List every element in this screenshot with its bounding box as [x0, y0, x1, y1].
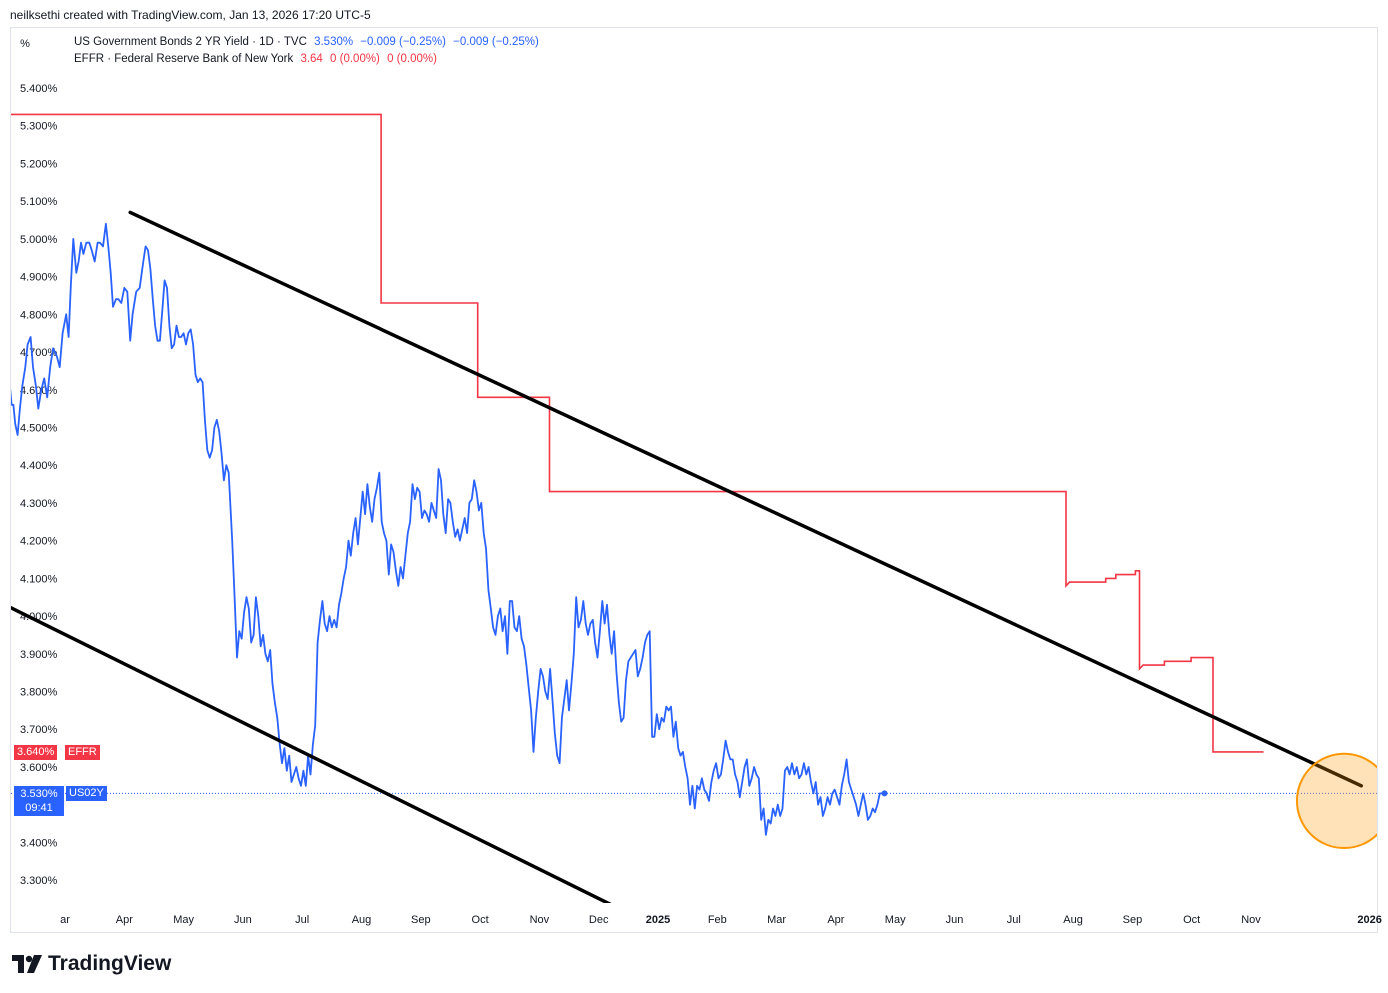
x-tick-label: Dec — [589, 914, 609, 926]
y-tick-label: 5.200% — [20, 158, 58, 170]
y-tick-label: 3.600% — [20, 762, 58, 774]
x-tick-label: Oct — [472, 914, 489, 926]
x-tick-label: Oct — [1183, 914, 1200, 926]
us02y-series-line[interactable] — [9, 222, 885, 836]
y-tick-label: 3.300% — [20, 875, 58, 887]
y-tick-label: 5.100% — [20, 196, 58, 208]
upper-trendline[interactable] — [128, 210, 1364, 788]
y-tick-label: 5.400% — [20, 83, 58, 95]
x-tick-label: Jul — [295, 914, 309, 926]
x-tick-label: Apr — [116, 914, 133, 926]
y-tick-label: 4.600% — [20, 385, 58, 397]
highlight-circle[interactable] — [1295, 752, 1388, 850]
y-tick-label: 4.400% — [20, 460, 58, 472]
x-tick-label: May — [173, 914, 194, 926]
y-tick-label: 4.800% — [20, 309, 58, 321]
y-tick-label: 4.700% — [20, 347, 58, 359]
tradingview-logo[interactable]: TradingView — [12, 952, 171, 976]
chart-legend: US Government Bonds 2 YR Yield · 1D · TV… — [74, 34, 543, 68]
y-tick-label: 4.300% — [20, 498, 58, 510]
x-tick-label: Nov — [530, 914, 550, 926]
us02y-label-badge: US02Y — [66, 786, 107, 801]
y-tick-label: 3.900% — [20, 649, 58, 661]
lower-trendline[interactable] — [9, 605, 623, 911]
plot-area — [9, 113, 1388, 911]
x-tick-label: Nov — [1241, 914, 1261, 926]
y-tick-label: 5.300% — [20, 121, 58, 133]
chart-frame — [10, 27, 1378, 933]
y-tick-label: 4.000% — [20, 611, 58, 623]
legend-value-us02y: 3.530% — [314, 36, 354, 48]
chart-credit: neilksethi created with TradingView.com,… — [10, 8, 371, 22]
y-tick-label: 5.000% — [20, 234, 58, 246]
x-tick-label: Aug — [352, 914, 372, 926]
us02y-countdown: 09:41 — [25, 802, 53, 814]
effr-series-line[interactable] — [9, 113, 1264, 753]
x-tick-label: Aug — [1063, 914, 1083, 926]
x-tick-label: 2025 — [646, 914, 670, 926]
x-tick-label: Jun — [946, 914, 964, 926]
x-tick-label: 2026 — [1357, 914, 1381, 926]
x-tick-label: Apr — [827, 914, 844, 926]
y-tick-label: 4.100% — [20, 573, 58, 585]
x-tick-label: ar — [60, 914, 70, 926]
legend-name-us02y: US Government Bonds 2 YR Yield · 1D · TV… — [74, 36, 307, 48]
tradingview-logo-icon — [12, 955, 42, 973]
legend-name-effr: EFFR · Federal Reserve Bank of New York — [74, 53, 294, 65]
legend-row-us02y[interactable]: US Government Bonds 2 YR Yield · 1D · TV… — [74, 34, 543, 51]
us02y-last-point — [881, 790, 888, 797]
x-tick-label: Feb — [708, 914, 727, 926]
x-tick-label: Jun — [234, 914, 252, 926]
effr-price-badge: 3.640% — [14, 745, 58, 760]
y-tick-label: 4.500% — [20, 422, 58, 434]
us02y-price-badge: 3.530% 09:41 — [14, 786, 64, 816]
x-tick-label: May — [885, 914, 906, 926]
y-tick-label: 3.800% — [20, 687, 58, 699]
y-tick-label: 4.900% — [20, 272, 58, 284]
legend-change1-us02y: −0.009 (−0.25%) — [360, 36, 446, 48]
percent-scale-button[interactable]: % — [20, 38, 30, 50]
x-tick-label: Mar — [767, 914, 786, 926]
effr-label-badge: EFFR — [65, 745, 100, 760]
y-tick-label: 4.200% — [20, 536, 58, 548]
legend-change2-effr: 0 (0.00%) — [387, 53, 437, 65]
legend-value-effr: 3.64 — [300, 53, 323, 65]
us02y-price-value: 3.530% — [20, 788, 58, 800]
legend-change2-us02y: −0.009 (−0.25%) — [453, 36, 539, 48]
x-tick-label: Jul — [1007, 914, 1021, 926]
legend-row-effr[interactable]: EFFR · Federal Reserve Bank of New York … — [74, 51, 543, 68]
x-tick-label: Sep — [411, 914, 431, 926]
tradingview-logo-text: TradingView — [48, 952, 172, 975]
y-tick-label: 3.400% — [20, 837, 58, 849]
x-tick-label: Sep — [1123, 914, 1143, 926]
legend-change1-effr: 0 (0.00%) — [330, 53, 380, 65]
y-tick-label: 3.700% — [20, 724, 58, 736]
